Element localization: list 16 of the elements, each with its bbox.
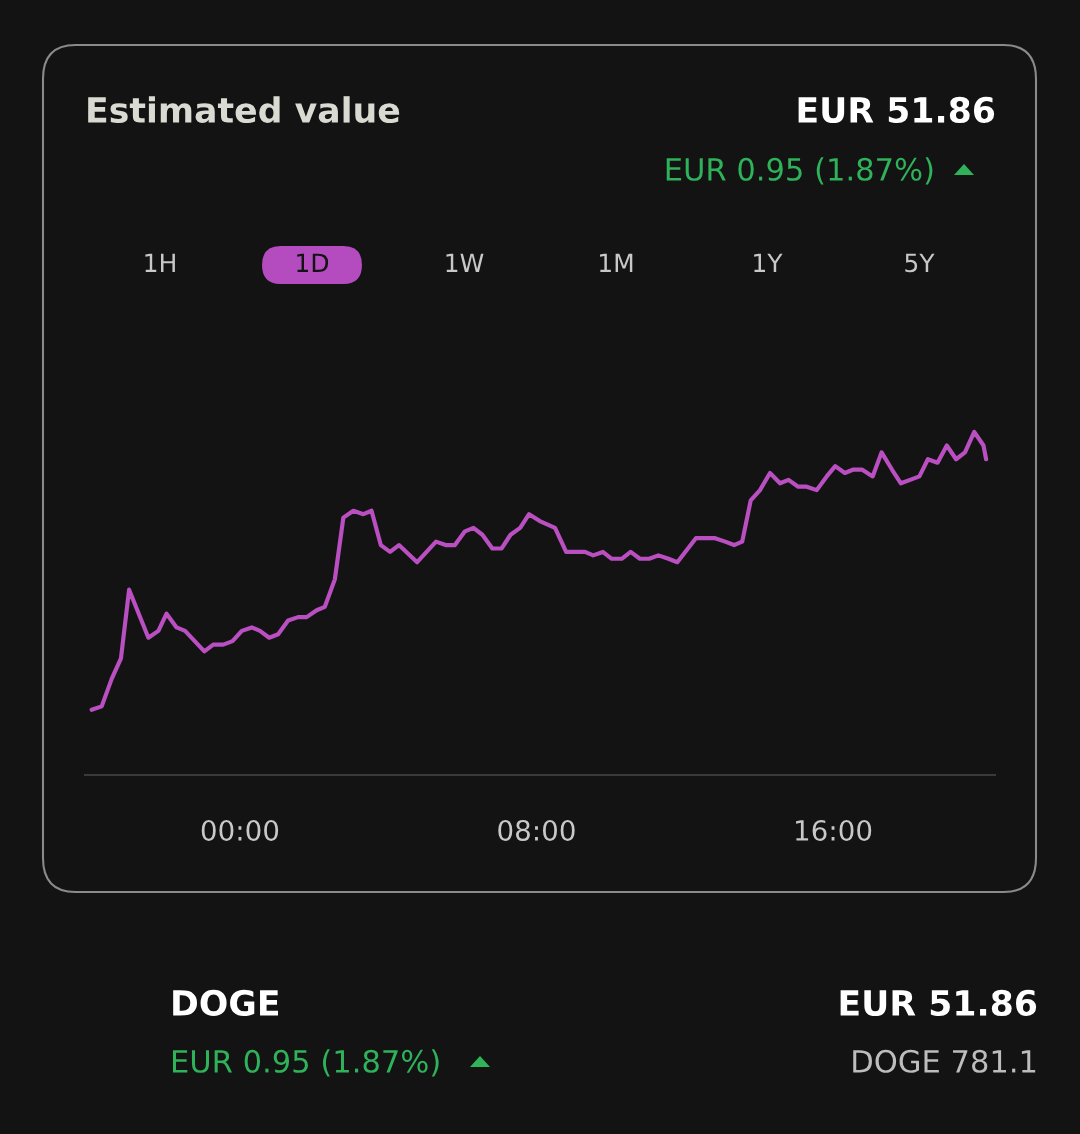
text: 1D bbox=[297, 253, 329, 272]
text: 1Y bbox=[754, 253, 783, 272]
text: 1W bbox=[446, 253, 484, 272]
text: EUR 0.95 (1.87%) bbox=[666, 157, 933, 185]
text: 5Y bbox=[905, 253, 935, 273]
text: EUR 51.86 bbox=[798, 96, 995, 124]
text: EUR 51.86 bbox=[840, 989, 1037, 1017]
x-tick-label: 00:00 bbox=[201, 819, 279, 841]
x-tick-label: 08:00 bbox=[498, 819, 575, 841]
text: DOGE 781.1 bbox=[853, 1049, 1036, 1073]
text: DOGE bbox=[173, 989, 279, 1017]
text: 1M bbox=[600, 253, 633, 272]
text: 1H bbox=[145, 253, 175, 272]
chart-title: Estimated value bbox=[88, 96, 400, 124]
x-tick-label: 16:00 bbox=[796, 819, 872, 841]
text: EUR 0.95 (1.87%) bbox=[173, 1049, 439, 1077]
